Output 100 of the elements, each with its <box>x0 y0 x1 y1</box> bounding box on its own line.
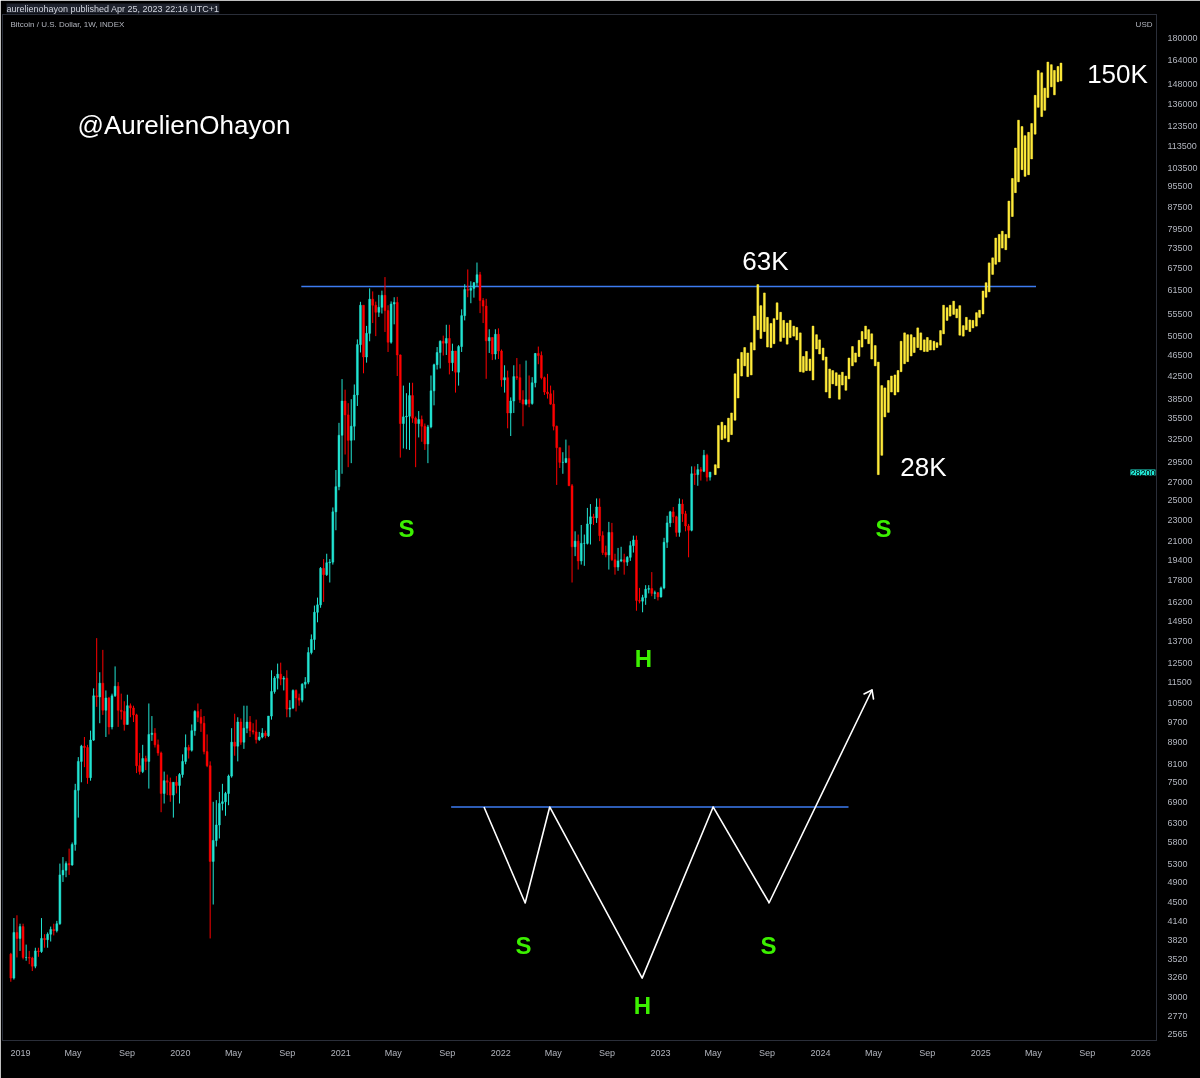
x-tick-label: May <box>224 1047 243 1058</box>
candlestick <box>239 717 243 746</box>
y-tick-label: 148000 <box>1167 78 1198 89</box>
candlestick <box>169 777 172 803</box>
y-tick-label: 2565 <box>1167 1028 1188 1039</box>
candlestick <box>699 466 703 482</box>
x-tick-label: 2026 <box>1130 1047 1151 1058</box>
annotation: 63K <box>742 245 790 276</box>
candlestick <box>380 290 384 315</box>
y-tick-label: 10500 <box>1167 698 1193 709</box>
candlestick <box>488 328 491 354</box>
candlestick <box>445 324 448 356</box>
candlestick <box>785 322 789 345</box>
y-tick-label: 14950 <box>1167 615 1193 626</box>
x-tick-label: May <box>544 1047 563 1058</box>
candlestick <box>233 713 236 757</box>
candlestick <box>696 463 699 487</box>
y-tick-label: 3520 <box>1167 954 1188 965</box>
candlestick <box>573 530 577 557</box>
y-tick-label: 8100 <box>1167 759 1188 770</box>
y-tick-label: 67500 <box>1167 262 1193 273</box>
candlestick <box>629 540 632 562</box>
y-tick-label: 32500 <box>1167 433 1193 444</box>
annotation: S <box>875 515 892 542</box>
annotation: 28200 <box>1130 467 1156 478</box>
x-tick-label: May <box>384 1047 403 1058</box>
candlestick <box>503 364 506 394</box>
y-tick-label: 136000 <box>1167 98 1198 109</box>
annotation: H <box>633 992 652 1019</box>
candlestick <box>116 681 120 728</box>
y-axis-title: USD <box>1135 19 1153 29</box>
y-tick-label: 29500 <box>1167 456 1193 467</box>
y-tick-label: 87500 <box>1167 201 1193 212</box>
candlestick <box>408 382 411 451</box>
annotation: S <box>515 932 532 959</box>
y-tick-label: 23000 <box>1167 514 1193 525</box>
y-tick-label: 4900 <box>1167 876 1188 887</box>
y-tick-label: 55500 <box>1167 308 1193 319</box>
candlestick <box>466 268 469 298</box>
candlestick <box>212 801 215 906</box>
x-tick-label: Sep <box>599 1047 616 1058</box>
y-tick-label: 6300 <box>1167 818 1188 829</box>
y-tick-label: 103500 <box>1167 162 1198 173</box>
candlestick <box>438 339 442 369</box>
x-tick-label: 2019 <box>10 1047 31 1058</box>
candlestick <box>576 534 580 571</box>
y-tick-label: 95500 <box>1167 181 1193 192</box>
y-tick-label: 27000 <box>1167 477 1193 488</box>
candlestick <box>98 671 101 724</box>
y-tick-label: 35500 <box>1167 413 1193 424</box>
annotation: S <box>760 932 777 959</box>
y-tick-label: 21000 <box>1167 536 1193 547</box>
y-tick-label: 5800 <box>1167 837 1188 848</box>
candlestick <box>893 374 897 396</box>
y-tick-label: 79500 <box>1167 224 1193 235</box>
y-tick-label: 2770 <box>1167 1010 1188 1021</box>
y-tick-label: 8900 <box>1167 737 1188 748</box>
candlestick <box>580 524 583 566</box>
candlestick <box>442 335 445 356</box>
x-tick-label: 2024 <box>810 1047 831 1058</box>
annotation: 150K <box>1087 58 1149 89</box>
candlestick <box>469 280 473 304</box>
candlestick <box>64 860 68 878</box>
candlestick <box>916 327 919 349</box>
y-tick-label: 11500 <box>1167 677 1192 688</box>
candlestick <box>616 547 620 572</box>
y-tick-label: 123500 <box>1167 121 1198 132</box>
y-tick-label: 6900 <box>1167 796 1188 807</box>
candlestick <box>279 662 282 686</box>
text: Bitcoin / U.S. Dollar, 1W, INDEX <box>10 19 125 29</box>
chart-subtitle: aurelienohayon published Apr 25, 2023 22:16 UTC+1 <box>6 3 219 14</box>
y-tick-label: 4140 <box>1167 916 1188 927</box>
candlestick <box>9 952 13 983</box>
candlestick <box>172 781 175 819</box>
y-tick-label: 61500 <box>1167 284 1193 295</box>
y-tick-label: 16200 <box>1167 596 1193 607</box>
y-tick-label: 3000 <box>1167 991 1188 1002</box>
candlestick <box>322 558 325 603</box>
y-tick-label: 25000 <box>1167 495 1193 506</box>
candlestick <box>491 337 494 361</box>
y-tick-label: 50500 <box>1167 330 1193 341</box>
annotation: H <box>634 645 653 672</box>
candlestick <box>248 715 252 738</box>
x-tick-label: Sep <box>439 1047 456 1058</box>
x-tick-label: May <box>1024 1047 1043 1058</box>
y-tick-label: 113500 <box>1167 141 1197 151</box>
candlestick <box>141 744 144 774</box>
y-tick-label: 3820 <box>1167 935 1188 946</box>
candlestick <box>242 705 246 750</box>
candlestick <box>805 350 808 372</box>
candlestick <box>377 294 381 318</box>
x-tick-label: 2021 <box>330 1047 351 1058</box>
x-tick-label: Sep <box>118 1047 135 1058</box>
candlestick <box>294 688 298 712</box>
x-tick-label: Sep <box>919 1047 936 1058</box>
x-tick-label: May <box>704 1047 723 1058</box>
y-tick-label: 38500 <box>1167 394 1193 405</box>
candlestick <box>95 637 98 708</box>
y-tick-label: 12500 <box>1167 657 1193 668</box>
y-tick-label: 7500 <box>1167 777 1188 788</box>
